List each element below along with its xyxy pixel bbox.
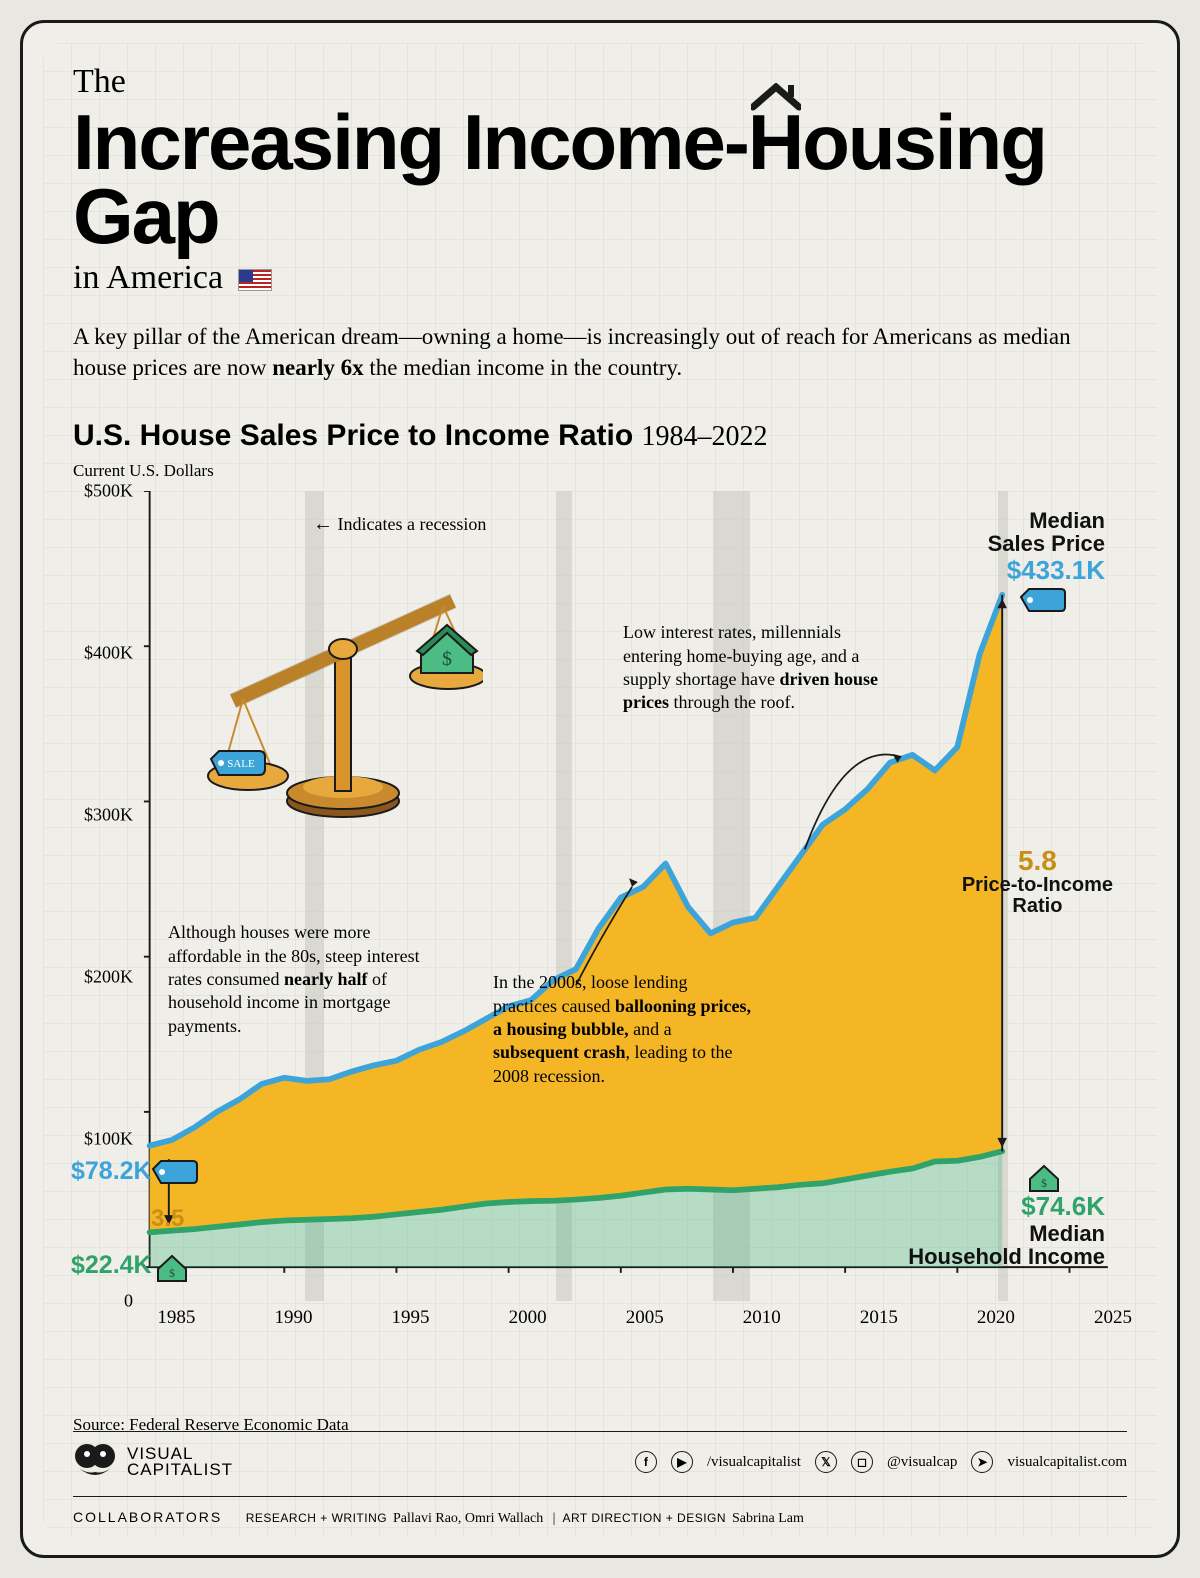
art-names: Sabrina Lam [732, 1511, 804, 1526]
section-title: U.S. House Sales Price to Income Ratio 1… [73, 419, 1127, 453]
content: The Increasing Income-Housing Gap in Ame… [73, 63, 1127, 1435]
cursor-icon[interactable]: ➤ [971, 1451, 993, 1473]
instagram-icon[interactable]: ◻ [851, 1451, 873, 1473]
brand: VISUALCAPITALIST [73, 1442, 233, 1482]
section-years: 1984–2022 [642, 421, 768, 452]
x-tick: 1995 [381, 1307, 441, 1329]
youtube-icon[interactable]: ▶ [671, 1451, 693, 1473]
svg-text:$: $ [1041, 1176, 1047, 1190]
annotation-recent: Low interest rates, millennials entering… [623, 621, 903, 715]
x-tick: 2020 [966, 1307, 1026, 1329]
social-links: f ▶ /visualcapitalist 𝕏 ◻ @visualcap ➤ v… [635, 1451, 1127, 1473]
svg-text:$: $ [442, 648, 452, 670]
start-price-value: $78.2K [71, 1157, 152, 1186]
handle-short: @visualcap [887, 1454, 957, 1471]
price-tag-start-icon [151, 1159, 199, 1187]
start-ratio-value: 3.5 [151, 1207, 184, 1231]
source-text: Source: Federal Reserve Economic Data [73, 1415, 1127, 1435]
x-tick: 2025 [1083, 1307, 1143, 1329]
title-main: Increasing Income-Housing Gap [73, 105, 1127, 253]
end-ratio-label: Price-to-IncomeRatio [962, 875, 1113, 917]
x-tick: 2005 [615, 1307, 675, 1329]
end-income-name: MedianHousehold Income [908, 1222, 1105, 1268]
recession-legend: ← Indicates a recession [313, 511, 486, 537]
balance-scale-icon: SALE $ [183, 551, 483, 831]
title-sub-text: in America [73, 259, 223, 296]
house-start-icon: $ [155, 1253, 189, 1283]
footer-row: VISUALCAPITALIST f ▶ /visualcapitalist 𝕏… [73, 1442, 1127, 1482]
end-price-name: MedianSales Price [988, 509, 1105, 555]
us-flag-icon [238, 269, 272, 291]
annotation-2000s: In the 2000s, loose lending practices ca… [493, 971, 753, 1088]
end-ratio-value: 5.8 [962, 847, 1113, 875]
chart-area: 0$100K$200K$300K$400K$500K 1985199019952… [73, 491, 1127, 1371]
price-tag-end-icon [1019, 587, 1067, 615]
intro-blurb: A key pillar of the American dream—ownin… [73, 321, 1113, 383]
recession-legend-text: Indicates a recession [338, 514, 487, 534]
section-title-text: U.S. House Sales Price to Income Ratio [73, 419, 633, 452]
collab-label: COLLABORATORS [73, 1509, 222, 1525]
annotation-80s: Although houses were more affordable in … [168, 921, 438, 1038]
end-income-value: $74.6K [908, 1191, 1105, 1222]
title-pre: The [73, 63, 1127, 101]
footer-rule-bottom [73, 1496, 1127, 1497]
house-roof-icon [751, 83, 801, 111]
facebook-icon[interactable]: f [635, 1451, 657, 1473]
svg-text:SALE: SALE [227, 758, 255, 770]
infographic-page: The Increasing Income-Housing Gap in Ame… [20, 20, 1180, 1558]
end-price-label: MedianSales Price $433.1K [988, 509, 1105, 586]
x-tick: 2010 [732, 1307, 792, 1329]
x-tick: 2015 [849, 1307, 909, 1329]
x-tick: 2000 [498, 1307, 558, 1329]
art-label: ART DIRECTION + DESIGN [562, 1511, 726, 1525]
handle-long: /visualcapitalist [707, 1454, 801, 1471]
title-sub: in America [73, 259, 1127, 297]
research-names: Pallavi Rao, Omri Wallach [393, 1511, 543, 1526]
start-ratio: 3.5 [151, 1207, 184, 1231]
research-label: RESEARCH + WRITING [246, 1511, 387, 1525]
collaborators: COLLABORATORS RESEARCH + WRITING Pallavi… [73, 1509, 1127, 1527]
brand-text: VISUALCAPITALIST [127, 1446, 233, 1478]
svg-text:$: $ [169, 1266, 175, 1280]
vc-logo-icon [73, 1442, 117, 1482]
end-price-value: $433.1K [988, 555, 1105, 586]
x-tick: 1990 [263, 1307, 323, 1329]
x-tick: 1985 [146, 1307, 206, 1329]
house-end-icon: $ [1027, 1163, 1061, 1193]
y-axis-caption: Current U.S. Dollars [73, 461, 1127, 481]
end-income-label: $74.6K MedianHousehold Income [908, 1191, 1105, 1268]
x-icon[interactable]: 𝕏 [815, 1451, 837, 1473]
handle-site: visualcapitalist.com [1007, 1454, 1127, 1471]
end-ratio: 5.8 Price-to-IncomeRatio [962, 847, 1113, 917]
start-income-value: $22.4K [71, 1251, 152, 1280]
